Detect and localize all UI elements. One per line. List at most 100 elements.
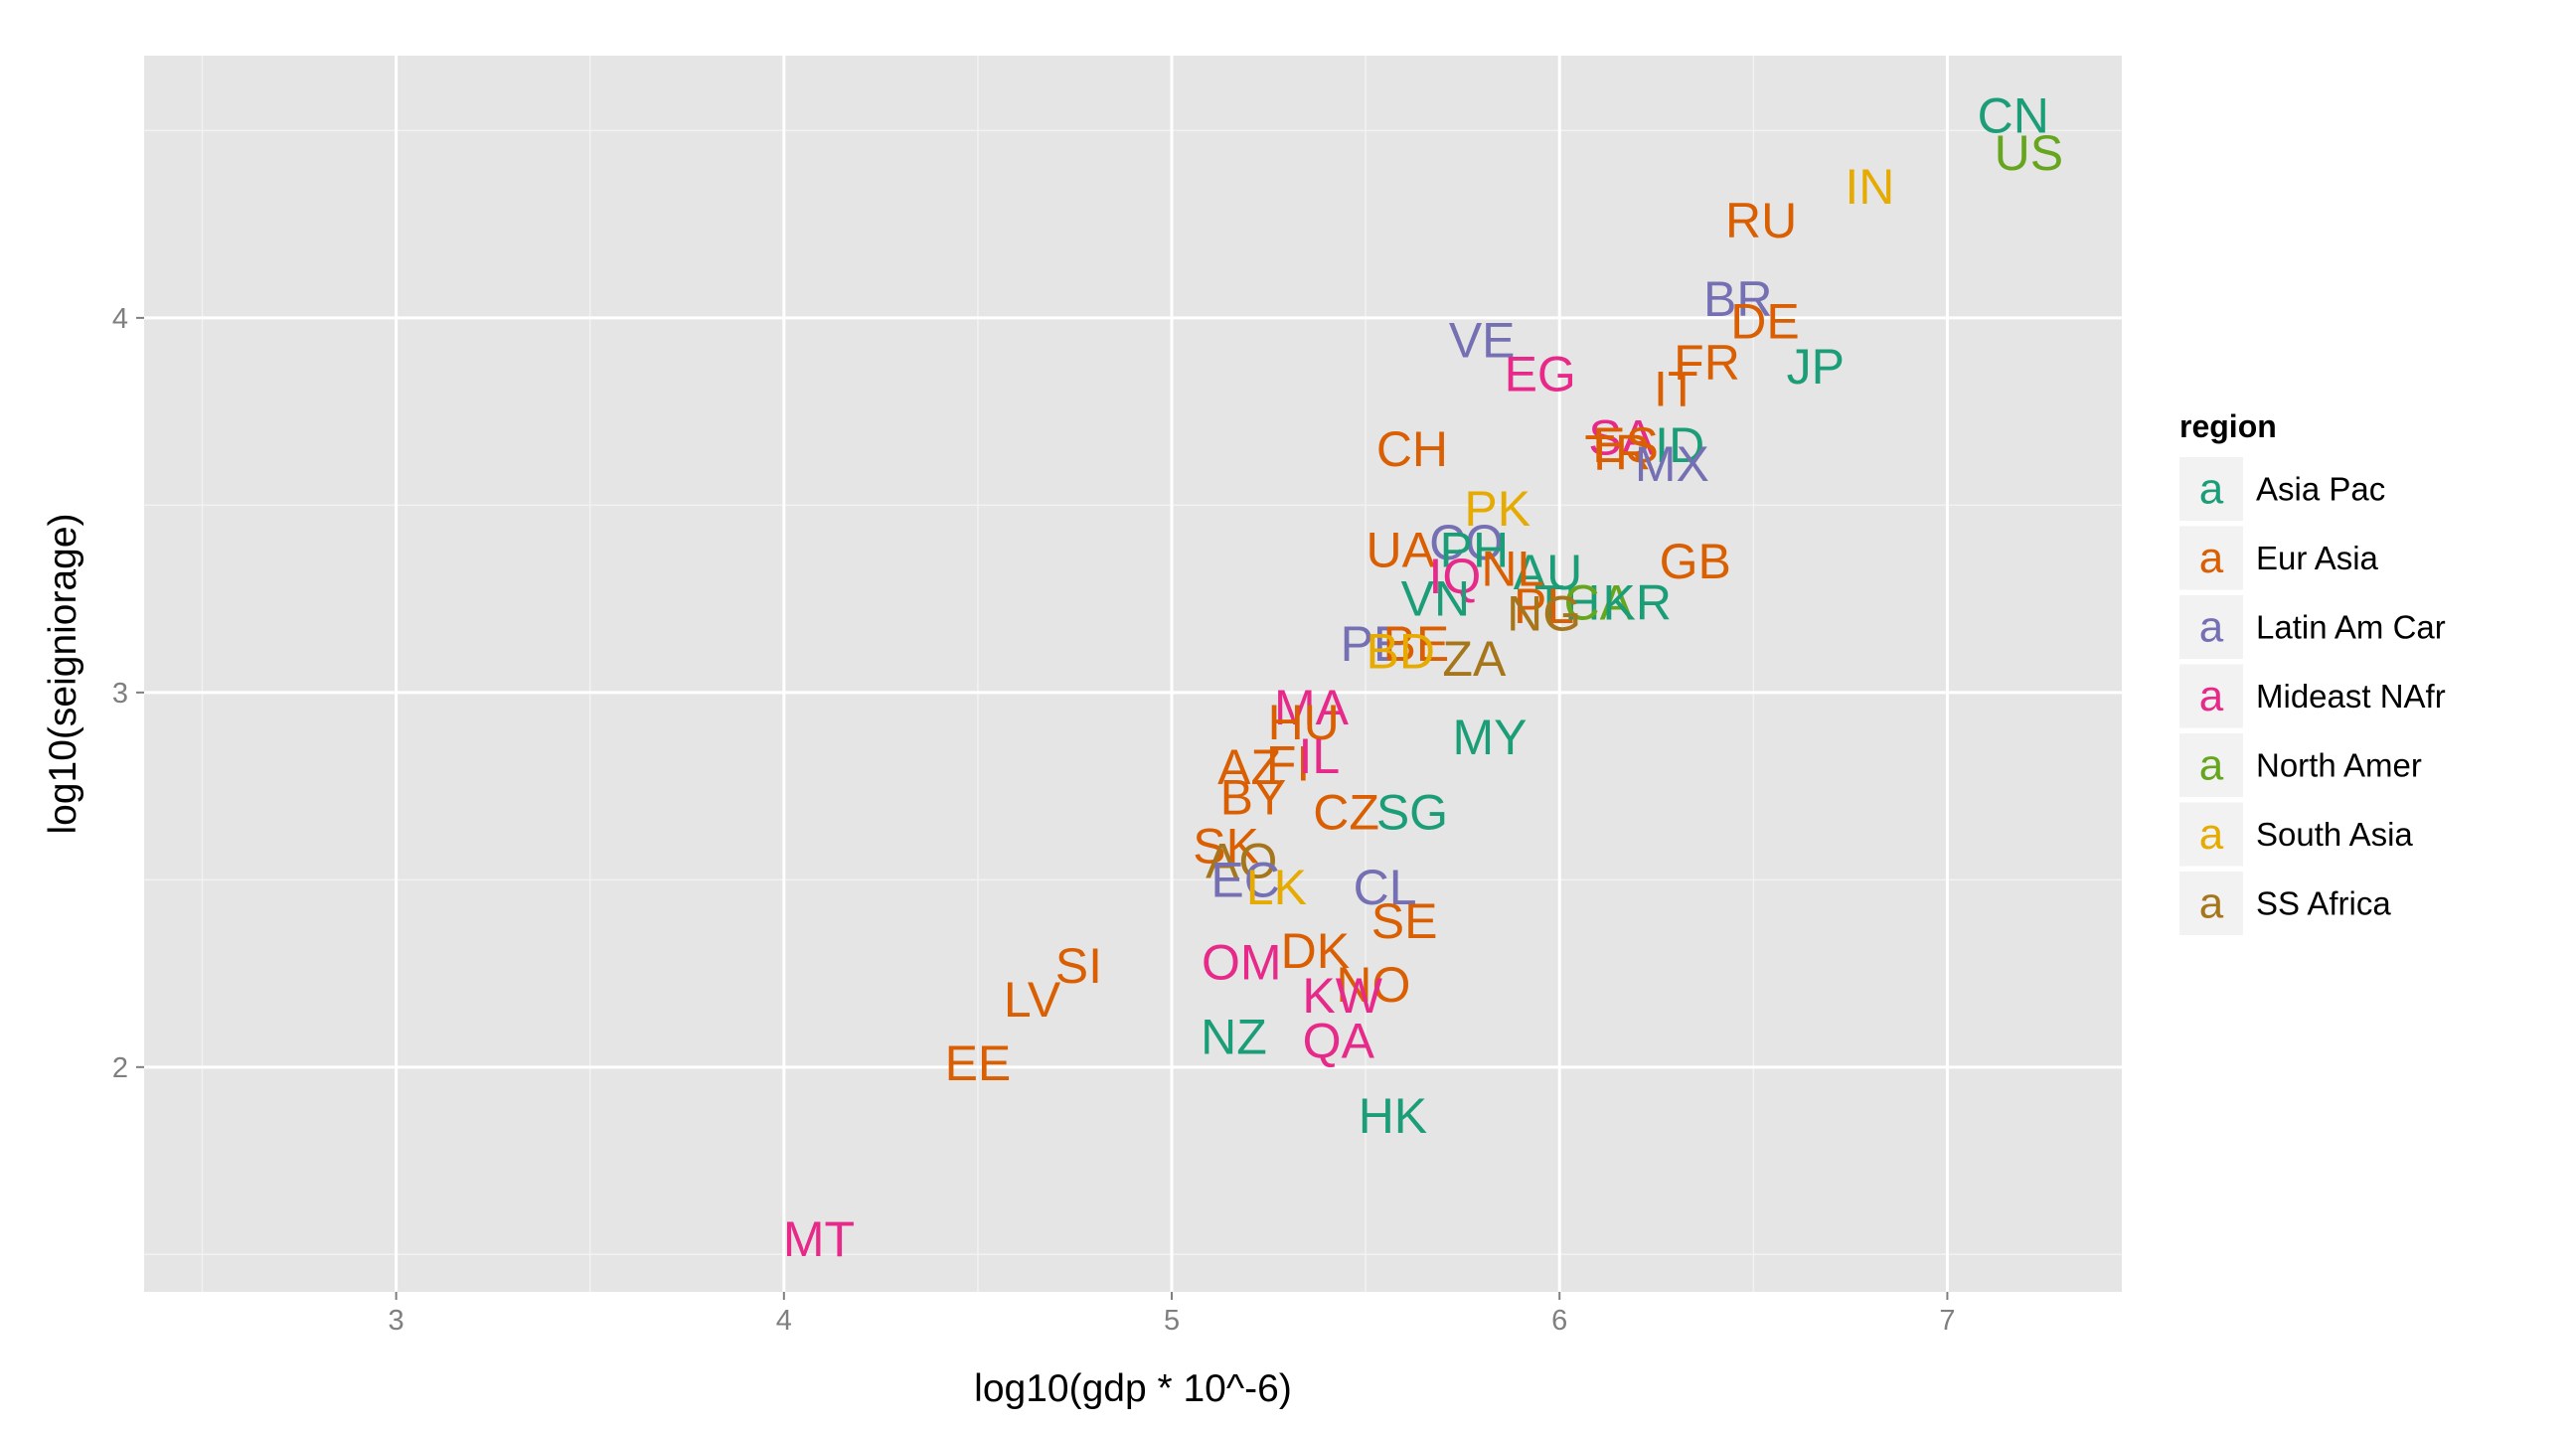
point-label-mx: MX — [1635, 436, 1709, 492]
legend-key-glyph: a — [2199, 603, 2224, 652]
point-label-za: ZA — [1442, 631, 1507, 687]
legend-key-glyph: a — [2199, 810, 2224, 859]
x-tick-label: 6 — [1551, 1305, 1567, 1337]
point-label-br: BR — [1703, 271, 1772, 327]
x-tick-label: 3 — [389, 1305, 404, 1337]
point-label-hk: HK — [1359, 1088, 1427, 1144]
point-label-kw: KW — [1302, 968, 1382, 1024]
point-label-mt: MT — [783, 1211, 855, 1267]
point-label-nl: NL — [1481, 541, 1544, 596]
point-label-by: BY — [1220, 769, 1287, 825]
point-label-gb: GB — [1660, 534, 1731, 589]
point-label-pl: PL — [1514, 578, 1574, 634]
x-axis-title: log10(gdp * 10^-6) — [974, 1367, 1292, 1410]
legend-label: North Amer — [2256, 747, 2422, 784]
point-label-ao: AO — [1206, 833, 1277, 888]
y-axis-ticks: 2 3 4 — [112, 303, 144, 1084]
point-label-hu: HU — [1268, 695, 1340, 750]
point-label-ru: RU — [1725, 193, 1797, 248]
x-tick-label: 5 — [1164, 1305, 1180, 1337]
point-label-in: IN — [1845, 159, 1894, 215]
point-label-vn: VN — [1401, 571, 1470, 627]
legend-items: a Asia Pac a Eur Asia a Latin Am Car a Mideast … — [2179, 457, 2446, 935]
point-label-se: SE — [1371, 893, 1438, 949]
point-label-iq: IQ — [1428, 549, 1481, 604]
y-tick-label: 4 — [112, 303, 128, 335]
point-label-sa: SA — [1588, 410, 1655, 466]
legend-label: Eur Asia — [2256, 540, 2379, 576]
legend-label: Asia Pac — [2256, 471, 2385, 508]
minor-gridlines — [144, 56, 2122, 1292]
point-label-cz: CZ — [1313, 784, 1379, 840]
point-label-pe: PE — [1341, 616, 1407, 672]
point-label-id: ID — [1655, 417, 1704, 473]
legend-key — [2179, 526, 2243, 590]
legend-key-glyph: a — [2199, 465, 2224, 514]
legend-key — [2179, 664, 2243, 728]
point-label-fr: FR — [1674, 335, 1740, 391]
point-label-ee: EE — [945, 1035, 1012, 1091]
point-label-ca: CA — [1564, 574, 1634, 630]
point-label-th: TH — [1534, 574, 1601, 630]
point-label-eg: EG — [1505, 346, 1576, 401]
y-axis-title: log10(seigniorage) — [42, 513, 84, 834]
point-label-si: SI — [1055, 938, 1102, 994]
legend-key — [2179, 457, 2243, 521]
point-label-lk: LK — [1246, 860, 1307, 915]
plot-panel — [144, 56, 2122, 1292]
point-label-lv: LV — [1004, 972, 1061, 1028]
point-label-us: US — [1995, 125, 2063, 181]
point-label-au: AU — [1514, 545, 1582, 600]
point-label-dk: DK — [1281, 923, 1350, 979]
point-label-de: DE — [1730, 294, 1799, 350]
point-label-kr: KR — [1603, 574, 1672, 630]
point-label-co: CO — [1429, 515, 1504, 570]
y-tick-label: 3 — [112, 678, 128, 710]
legend-key — [2179, 872, 2243, 935]
point-label-cl: CL — [1354, 860, 1417, 915]
x-tick-label: 7 — [1939, 1305, 1955, 1337]
legend-key — [2179, 595, 2243, 659]
point-label-jp: JP — [1787, 339, 1845, 395]
point-label-il: IL — [1298, 728, 1340, 784]
legend-key — [2179, 802, 2243, 867]
point-label-cn: CN — [1978, 87, 2049, 143]
point-label-qa: QA — [1303, 1013, 1375, 1068]
point-label-ua: UA — [1367, 523, 1436, 578]
point-label-ph: PH — [1440, 523, 1509, 578]
point-label-ec: EC — [1210, 852, 1279, 907]
x-axis-ticks: 3 4 5 6 7 — [389, 1292, 1955, 1337]
point-label-az: AZ — [1217, 739, 1281, 795]
legend-key-glyph: a — [2199, 672, 2224, 720]
x-tick-label: 4 — [776, 1305, 792, 1337]
legend-label: Latin Am Car — [2256, 609, 2446, 646]
point-label-pk: PK — [1464, 481, 1530, 537]
legend-key-glyph: a — [2199, 879, 2224, 928]
legend-label: South Asia — [2256, 816, 2413, 853]
point-label-my: MY — [1452, 710, 1527, 765]
point-label-sk: SK — [1193, 818, 1259, 874]
legend-label: SS Africa — [2256, 885, 2391, 922]
point-label-ma: MA — [1274, 680, 1350, 735]
legend-key — [2179, 733, 2243, 797]
point-label-fi: FI — [1266, 735, 1310, 791]
point-label-es: ES — [1592, 417, 1659, 473]
point-label-bd: BD — [1367, 623, 1435, 679]
point-label-om: OM — [1202, 934, 1282, 990]
point-label-ve: VE — [1449, 312, 1516, 368]
point-label-ch: CH — [1376, 421, 1448, 477]
legend-title: region — [2179, 408, 2277, 444]
point-label-tr: TR — [1584, 425, 1651, 481]
point-label-sg: SG — [1376, 784, 1448, 840]
y-tick-label: 2 — [112, 1052, 128, 1084]
legend-key-glyph: a — [2199, 534, 2224, 582]
point-label-no: NO — [1336, 957, 1410, 1013]
point-label-nz: NZ — [1201, 1010, 1267, 1065]
legend-key-glyph: a — [2199, 741, 2224, 790]
point-label-ng: NG — [1507, 586, 1581, 642]
point-label-be: BE — [1382, 616, 1449, 672]
legend-label: Mideast NAfr — [2256, 678, 2446, 715]
